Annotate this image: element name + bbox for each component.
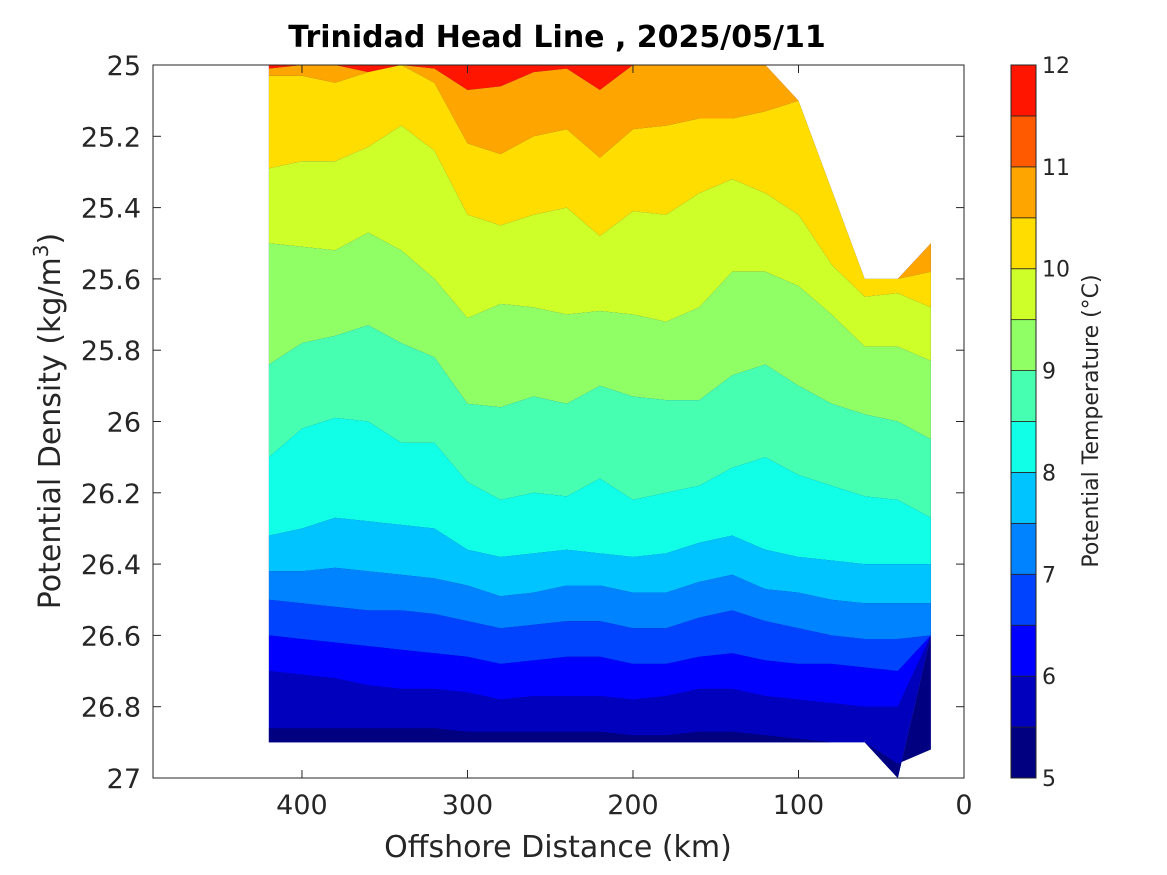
y-tick-label: 26.4 [81, 550, 141, 581]
contour-band-8-8.5 [268, 417, 931, 565]
colorbar-segment [1010, 115, 1037, 168]
y-tick-label: 25.6 [81, 265, 141, 296]
y-tick-label: 26 [107, 408, 141, 439]
colorbar-tick-label: 8 [1042, 461, 1056, 486]
colorbar-ticks: 5 6 7 8 9 10 11 12 [1042, 54, 1070, 792]
colorbar-segment [1010, 421, 1037, 473]
colorbar-segment [1010, 726, 1037, 779]
contour-band-10.5-11 [268, 65, 931, 279]
colorbar-tick-label: 7 [1042, 563, 1056, 588]
colorbar-segment [1010, 166, 1037, 219]
colorbar-tick-label: 10 [1042, 258, 1070, 283]
colorbar-tick-label: 6 [1042, 665, 1056, 690]
chart-title: Trinidad Head Line , 2025/05/11 [288, 20, 825, 55]
colorbar-segment [1010, 675, 1037, 728]
y-tick-label: 26.6 [81, 621, 141, 652]
y-axis-label-superscript: 3 [29, 244, 53, 257]
colorbar-frame [1010, 64, 1037, 779]
y-tick-label: 26.2 [81, 479, 141, 510]
x-axis-ticks: 400 300 200 100 0 [276, 65, 973, 821]
y-axis-label-close: ) [33, 233, 68, 245]
x-tick-label: 100 [773, 790, 825, 821]
contour-band-7-7.5 [268, 567, 931, 639]
colorbar-segment [1010, 624, 1037, 677]
y-tick-label: 25.8 [81, 336, 141, 367]
colorbar-segment [1010, 217, 1037, 270]
y-tick-label: 25.2 [81, 122, 141, 153]
colorbar-segment [1010, 472, 1037, 524]
contour-band-9.5-10 [268, 125, 931, 361]
y-axis-label-main: Potential Density (kg/m [33, 257, 68, 609]
colorbar-tick-label: 5 [1042, 767, 1056, 792]
contour-fill-layer [268, 65, 931, 778]
x-axis-label: Offshore Distance (km) [384, 830, 732, 865]
contour-band-8.5-9 [268, 325, 931, 518]
colorbar [1010, 64, 1037, 779]
colorbar-label: Potential Temperature (°C) [1079, 274, 1104, 567]
y-axis-label: Potential Density (kg/m3) [29, 233, 68, 609]
x-tick-label: 300 [442, 790, 494, 821]
colorbar-segment [1010, 64, 1037, 117]
colorbar-tick-label: 12 [1042, 54, 1070, 79]
colorbar-tick-label: 11 [1042, 156, 1070, 181]
y-tick-label: 25.4 [81, 194, 141, 225]
colorbar-segment [1010, 319, 1037, 371]
x-tick-label: 200 [607, 790, 659, 821]
colorbar-segment [1010, 268, 1037, 321]
colorbar-segment [1010, 522, 1037, 575]
y-tick-label: 26.8 [81, 693, 141, 724]
contour-band-10-10.5 [268, 65, 931, 308]
contour-band-5.5-6 [268, 635, 931, 750]
contour-band-7.5-8 [268, 517, 931, 604]
colorbar-tick-label: 9 [1042, 360, 1056, 385]
colorbar-segment [1010, 573, 1037, 626]
x-tick-label: 0 [955, 790, 972, 821]
contour-band-6-6.5 [268, 635, 931, 707]
contour-band-9-9.5 [268, 232, 931, 440]
x-tick-label: 400 [276, 790, 328, 821]
colorbar-segment [1010, 370, 1037, 422]
y-tick-label: 25 [107, 51, 141, 82]
y-tick-label: 27 [107, 764, 141, 795]
y-axis-ticks: 25 25.2 25.4 25.6 25.8 26 26.2 26.4 26.6 26.8 27 [81, 51, 964, 795]
